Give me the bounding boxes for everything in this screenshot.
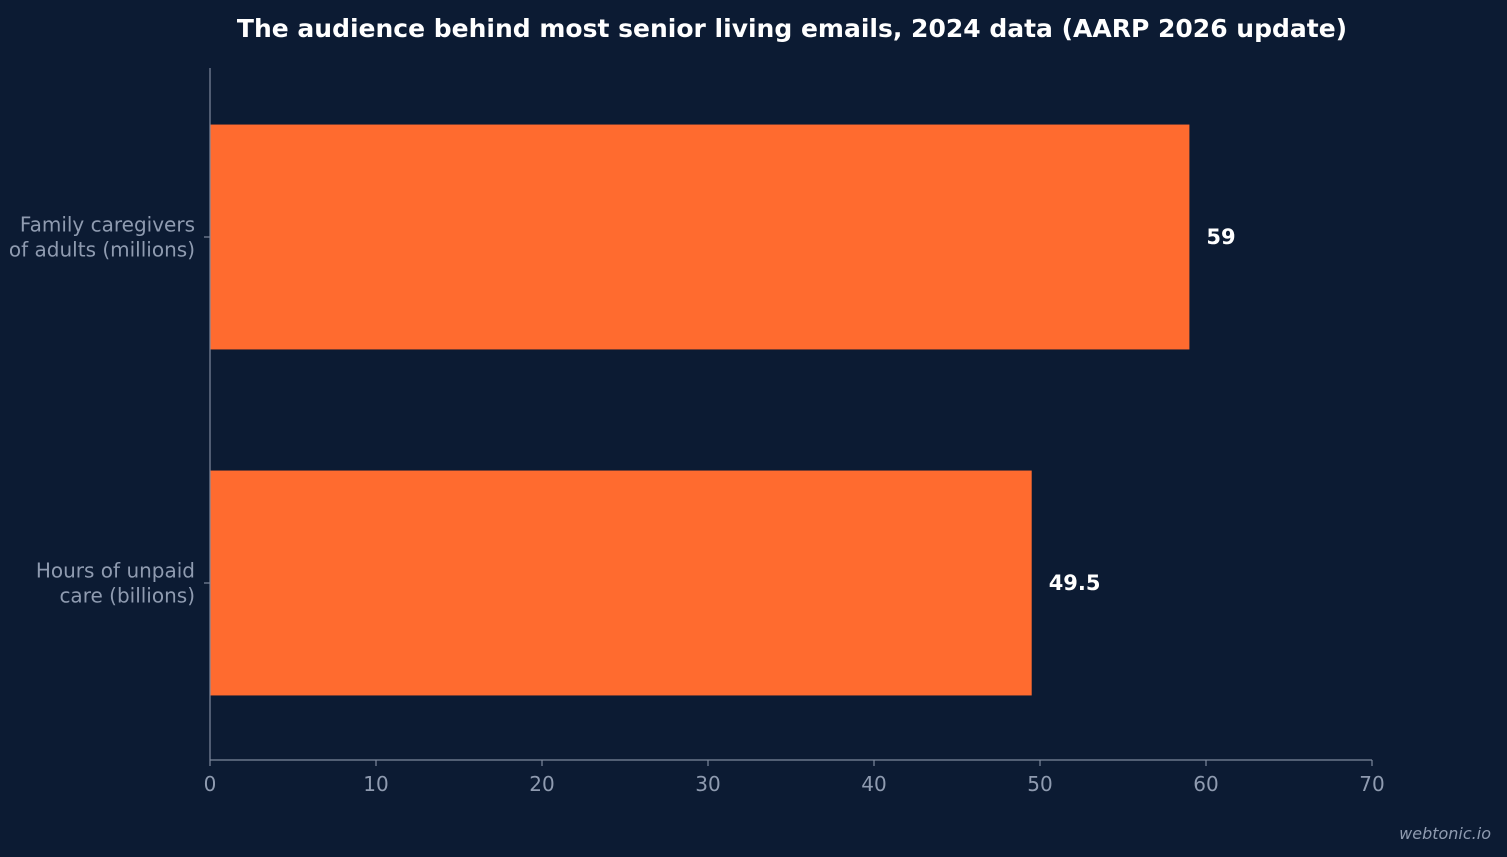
bar-0 — [210, 124, 1190, 350]
labels-layer: Family caregivers of adults (millions) 59 H… — [9, 213, 1385, 797]
x-tick-label-2: 20 — [529, 772, 554, 796]
bar-1 — [210, 470, 1032, 696]
x-tick-label-5: 50 — [1027, 772, 1052, 796]
category-label-1: Hours of unpaid care (billions) — [36, 559, 195, 608]
x-tick-label-6: 60 — [1193, 772, 1218, 796]
bars-layer — [210, 124, 1190, 696]
value-label-1: 49.5 — [1049, 571, 1101, 595]
watermark: webtonic.io — [1399, 824, 1491, 843]
value-label-0: 59 — [1206, 225, 1235, 249]
category-label-0: Family caregivers of adults (millions) — [9, 213, 195, 262]
x-tick-label-3: 30 — [695, 772, 720, 796]
axes-layer — [204, 68, 1373, 766]
x-tick-label-7: 70 — [1359, 772, 1384, 796]
x-tick-label-1: 10 — [363, 772, 388, 796]
chart-title: The audience behind most senior living e… — [237, 14, 1347, 43]
x-tick-label-4: 40 — [861, 772, 886, 796]
x-tick-label-0: 0 — [204, 772, 217, 796]
